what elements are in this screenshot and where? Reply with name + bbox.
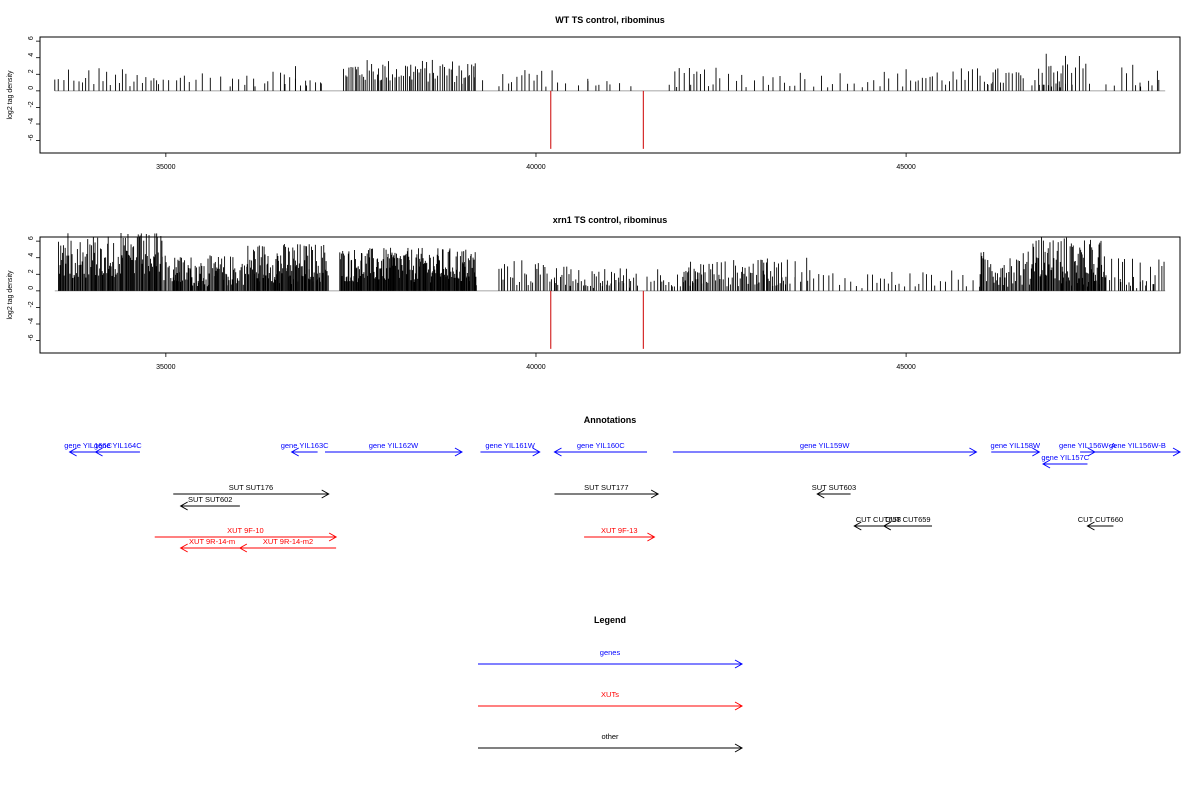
feature-label: gene YIL164C — [94, 441, 142, 450]
feature-label: gene YIL161W — [485, 441, 535, 450]
feature-label: CUT CUT660 — [1078, 515, 1123, 524]
feature-label: CUT CUT659 — [885, 515, 930, 524]
legend-label: XUTs — [601, 690, 619, 699]
legend-arrowhead — [734, 743, 744, 753]
feature-arrowhead — [328, 532, 338, 542]
panel-xrn1: xrn1 TS control, ribominus log2 tag dens… — [7, 215, 1181, 371]
legend-label: other — [601, 732, 619, 741]
feature-arrowhead — [1032, 447, 1041, 457]
panel-title: xrn1 TS control, ribominus — [553, 215, 668, 225]
y-tick-label: 0 — [28, 286, 35, 290]
feature-arrowhead — [1087, 447, 1096, 457]
feature-arrowhead — [321, 489, 330, 499]
bar-group — [54, 53, 1166, 149]
feature-arrowhead — [179, 501, 188, 511]
feature-arrowhead — [454, 447, 463, 457]
feature-label: CUT CUT658 — [856, 515, 901, 524]
feature-label: SUT SUT177 — [584, 483, 628, 492]
feature-label: SUT SUT603 — [812, 483, 856, 492]
plot-frame — [39, 36, 1181, 154]
legend-title: Legend — [594, 615, 626, 625]
feature-label: XUT 9F-13 — [601, 526, 638, 535]
x-tick-label: 35000 — [156, 364, 176, 371]
feature-label: gene YIL160C — [577, 441, 625, 450]
feature-label: gene YIL159W — [800, 441, 850, 450]
x-tick-label: 45000 — [896, 164, 916, 171]
feature-arrowhead — [290, 447, 299, 457]
y-tick-label: -6 — [28, 334, 35, 340]
feature-arrowhead — [853, 521, 862, 531]
feature-label: gene YIL166C — [64, 441, 112, 450]
feature-label: SUT SUT176 — [229, 483, 273, 492]
feature-arrowhead — [1042, 459, 1051, 469]
feature-label: SUT SUT602 — [188, 495, 232, 504]
feature-arrowhead — [179, 543, 188, 553]
y-tick-label: -4 — [28, 118, 35, 124]
panel-title: WT TS control, ribominus — [555, 15, 665, 25]
feature-arrowhead — [969, 447, 978, 457]
x-tick-label: 40000 — [526, 164, 546, 171]
panel-wt: WT TS control, ribominus log2 tag densit… — [7, 15, 1181, 171]
legend: Legend genes XUTs other — [478, 615, 744, 753]
feature-label: gene YIL156W-B — [1109, 441, 1166, 450]
legend-label: genes — [600, 648, 621, 657]
feature-label: gene YIL158W — [991, 441, 1041, 450]
y-tick-label: -6 — [28, 134, 35, 140]
feature-label: XUT 9R-14-m2 — [263, 537, 313, 546]
x-tick-label: 40000 — [526, 364, 546, 371]
annotation-title: Annotations — [584, 415, 637, 425]
feature-label: gene YIL156W-A — [1059, 441, 1116, 450]
y-tick-label: -2 — [28, 101, 35, 107]
y-axis-label: log2 tag density — [7, 270, 14, 320]
x-tick-label: 45000 — [896, 364, 916, 371]
feature-label: XUT 9F-10 — [227, 526, 264, 535]
y-tick-label: 6 — [28, 236, 35, 240]
feature-label: gene YIL163C — [281, 441, 329, 450]
bar-group — [54, 232, 1166, 349]
y-tick-label: 2 — [28, 69, 35, 73]
feature-arrowhead — [68, 447, 77, 457]
y-tick-label: -4 — [28, 318, 35, 324]
feature-arrowhead — [882, 521, 892, 531]
legend-arrowhead — [734, 701, 744, 711]
y-tick-label: -2 — [28, 301, 35, 307]
feature-label: XUT 9R-14-m — [189, 537, 235, 546]
feature-arrowhead — [553, 447, 562, 457]
y-tick-label: 4 — [28, 253, 35, 257]
y-tick-label: 2 — [28, 269, 35, 273]
legend-arrowhead — [734, 659, 744, 669]
feature-arrowhead — [1086, 521, 1095, 531]
plot-frame — [39, 236, 1181, 354]
y-tick-label: 6 — [28, 36, 35, 40]
feature-arrowhead — [94, 447, 103, 457]
feature-label: gene YIL162W — [369, 441, 419, 450]
y-axis-label: log2 tag density — [7, 70, 14, 120]
feature-arrowhead — [238, 543, 248, 553]
x-tick-label: 35000 — [156, 164, 176, 171]
feature-arrowhead — [1172, 447, 1182, 457]
feature-arrowhead — [650, 489, 660, 499]
feature-arrowhead — [816, 489, 825, 499]
axes: 6 4 2 0 -2 -4 -6 35000 40000 45000 — [28, 236, 916, 371]
legend-entries: genes XUTs other — [478, 648, 744, 753]
feature-label: gene YIL157C — [1041, 453, 1089, 462]
feature-arrowhead — [532, 447, 541, 457]
y-tick-label: 0 — [28, 86, 35, 90]
y-tick-label: 4 — [28, 53, 35, 57]
axes: 6 4 2 0 -2 -4 -6 35000 40000 45000 — [28, 36, 916, 171]
feature-arrowhead — [647, 532, 656, 542]
